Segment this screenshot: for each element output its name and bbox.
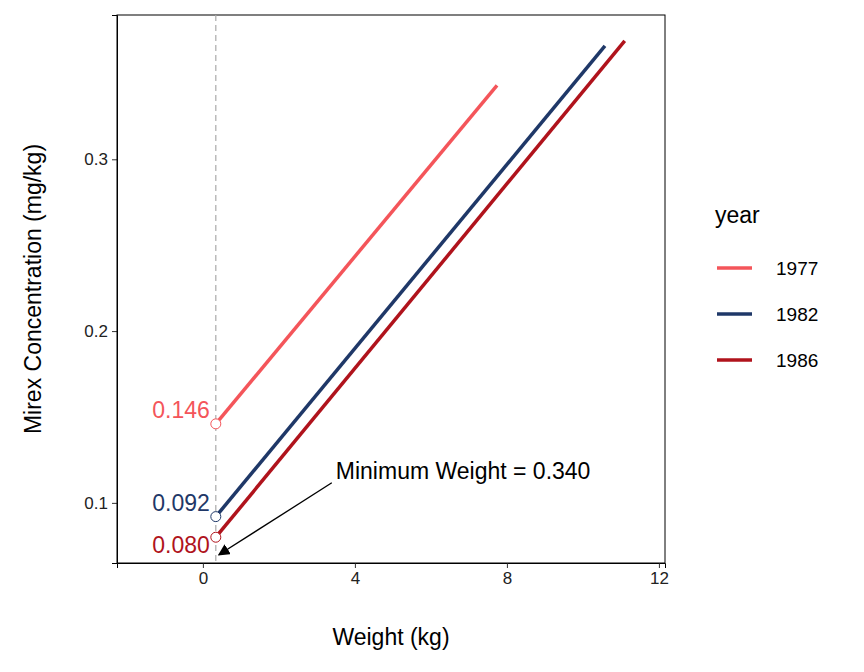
annotation-arrow <box>219 483 332 555</box>
x-axis-title: Weight (kg) <box>332 624 449 650</box>
x-tick-mark <box>659 563 660 568</box>
x-tick-mark <box>355 563 356 568</box>
legend-title: year <box>715 202 760 228</box>
y-tick: 0.3 <box>84 150 117 169</box>
x-tick-label: 4 <box>351 569 360 588</box>
y-axis: 0.1 0.2 0.3 <box>84 16 117 564</box>
legend: year 1977 1982 1986 <box>715 202 818 371</box>
x-tick: 4 <box>351 563 360 588</box>
x-axis: 0 4 8 12 <box>118 563 669 588</box>
legend-label: 1986 <box>776 350 818 371</box>
y-tick-mark <box>112 331 117 332</box>
x-tick-mark <box>203 563 204 568</box>
chart: 0 4 8 12 0.1 0.2 0.3 Weight (kg) Mirex Concentra… <box>0 0 864 672</box>
y-tick-mark <box>112 159 117 160</box>
point-marker <box>211 419 221 429</box>
x-axis-line <box>118 564 666 569</box>
plot-frame <box>117 15 665 563</box>
x-tick: 8 <box>503 563 512 588</box>
legend-key <box>717 312 752 316</box>
y-tick: 0.2 <box>84 322 117 341</box>
x-tick-mark <box>507 563 508 568</box>
plot-area <box>211 15 625 563</box>
point-marker <box>211 512 221 522</box>
annotation-text: Minimum Weight = 0.340 <box>336 458 591 484</box>
data-label: 0.080 <box>152 532 210 558</box>
y-tick: 0.1 <box>84 494 117 513</box>
x-tick-label: 12 <box>650 569 669 588</box>
legend-label: 1977 <box>776 258 818 279</box>
y-tick-label: 0.1 <box>84 494 108 513</box>
data-label: 0.146 <box>152 397 210 423</box>
data-label: 0.092 <box>152 490 210 516</box>
y-tick-label: 0.3 <box>84 150 108 169</box>
y-axis-title: Mirex Concentration (mg/kg) <box>20 144 46 434</box>
point-marker <box>211 532 221 542</box>
series-line <box>216 85 497 423</box>
legend-key <box>717 266 752 270</box>
series-line <box>216 46 605 517</box>
x-tick: 12 <box>650 563 669 588</box>
legend-label: 1982 <box>776 304 818 325</box>
x-tick: 0 <box>199 563 208 588</box>
legend-key <box>717 358 752 362</box>
x-tick-label: 8 <box>503 569 512 588</box>
y-tick-label: 0.2 <box>84 322 108 341</box>
reference-line <box>215 15 216 563</box>
series-line <box>216 41 625 537</box>
x-tick-label: 0 <box>199 569 208 588</box>
y-tick-mark <box>112 503 117 504</box>
